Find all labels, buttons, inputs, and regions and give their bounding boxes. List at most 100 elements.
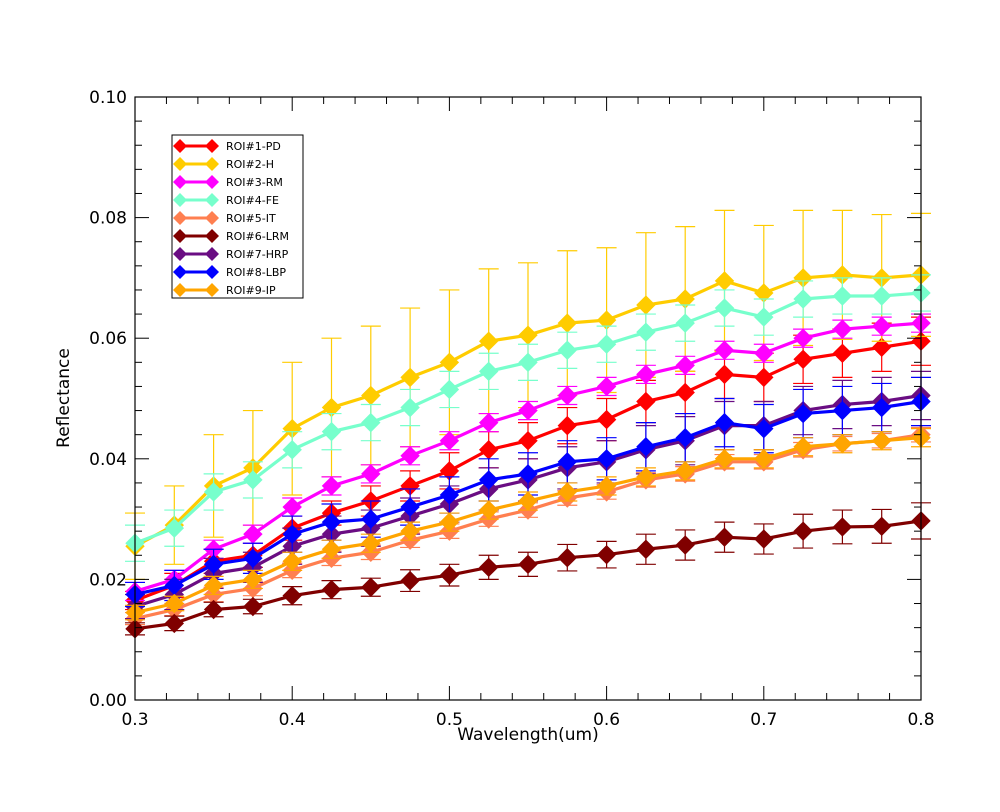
data-point — [714, 412, 735, 433]
data-point — [518, 352, 538, 373]
data-point — [400, 521, 420, 541]
data-point — [478, 500, 499, 520]
data-point — [282, 551, 302, 572]
data-point — [243, 548, 263, 569]
legend-label: ROI#7-HRP — [226, 248, 289, 261]
data-point — [321, 421, 342, 442]
data-point — [714, 340, 735, 360]
data-point — [400, 397, 420, 418]
legend-marker — [205, 283, 219, 297]
data-point — [557, 340, 578, 360]
data-point — [203, 554, 224, 575]
legend-label: ROI#6-LRM — [226, 230, 289, 243]
data-point — [321, 579, 342, 600]
legend-item: ROI#4-FE — [173, 193, 279, 207]
data-point — [400, 367, 420, 388]
data-point — [636, 364, 656, 385]
x-tick-label: 0.3 — [121, 710, 148, 730]
data-point — [439, 512, 460, 532]
legend-marker — [173, 175, 187, 189]
data-point — [793, 437, 813, 457]
legend: ROI#1-PD ROI#2-H ROI#3-RM ROI#4-FE ROI#5-IT R… — [171, 134, 304, 299]
data-point — [793, 521, 813, 541]
data-point — [793, 289, 813, 309]
data-point — [793, 403, 813, 424]
data-point — [754, 529, 774, 549]
data-point — [636, 322, 656, 342]
y-tick-label: 0.08 — [89, 209, 127, 229]
legend-marker — [173, 229, 187, 243]
data-point — [243, 524, 263, 544]
data-point — [243, 569, 263, 590]
y-axis-label: Reflectance — [54, 348, 74, 448]
data-point — [754, 449, 774, 469]
data-point — [478, 361, 499, 382]
data-point — [754, 307, 774, 327]
data-point — [596, 376, 617, 397]
data-point — [518, 554, 538, 575]
data-point — [361, 577, 381, 597]
data-point — [636, 467, 656, 487]
data-point — [203, 482, 224, 502]
legend-marker — [205, 265, 219, 279]
x-tick-label: 0.7 — [750, 710, 777, 730]
legend-marker — [173, 139, 187, 153]
data-point — [793, 349, 813, 370]
legend-item: ROI#7-HRP — [173, 247, 289, 261]
data-point — [636, 391, 656, 412]
data-point — [714, 298, 735, 318]
data-point — [714, 527, 735, 547]
data-point — [518, 464, 538, 484]
data-point — [439, 352, 460, 373]
y-tick-label: 0.10 — [89, 88, 127, 108]
legend-item: ROI#1-PD — [173, 139, 281, 153]
data-point — [478, 331, 499, 351]
legend-marker — [205, 211, 219, 225]
data-point — [832, 517, 853, 537]
data-point — [439, 485, 460, 505]
data-point — [557, 313, 578, 333]
data-point — [439, 379, 460, 400]
data-point — [243, 596, 263, 617]
legend-marker — [173, 247, 187, 261]
legend-marker — [205, 193, 219, 207]
legend-label: ROI#5-IT — [226, 212, 276, 225]
x-tick-label: 0.6 — [593, 710, 620, 730]
data-point — [361, 464, 381, 484]
data-point — [832, 400, 853, 421]
legend-label: ROI#9-IP — [226, 284, 276, 297]
data-point — [321, 539, 342, 559]
data-point — [636, 295, 656, 315]
x-tick-label: 0.5 — [436, 710, 463, 730]
data-point — [675, 355, 695, 376]
x-axis-label: Wavelength(um) — [457, 725, 598, 745]
data-point — [400, 497, 420, 517]
data-point — [439, 565, 460, 585]
legend-item: ROI#8-LBP — [173, 265, 286, 279]
data-point — [439, 431, 460, 451]
legend-marker — [173, 283, 187, 297]
data-point — [400, 570, 420, 591]
data-point — [203, 575, 224, 596]
legend-marker — [205, 175, 219, 189]
legend-item: ROI#9-IP — [173, 283, 276, 297]
data-point — [675, 313, 695, 333]
legend-marker — [205, 157, 219, 171]
legend-label: ROI#1-PD — [226, 140, 281, 153]
data-point — [243, 470, 263, 490]
x-tick-label: 0.8 — [907, 710, 934, 730]
y-tick-label: 0.02 — [89, 570, 127, 590]
data-point — [478, 557, 499, 578]
legend-item: ROI#6-LRM — [173, 229, 289, 243]
data-point — [282, 585, 302, 606]
legend-marker — [205, 229, 219, 243]
data-point — [832, 343, 853, 363]
data-point — [832, 319, 853, 339]
data-point — [832, 286, 853, 306]
data-point — [754, 367, 774, 388]
data-point — [675, 427, 695, 448]
data-point — [400, 446, 420, 466]
data-point — [557, 452, 578, 472]
series-ROI#9-IP — [125, 427, 931, 623]
